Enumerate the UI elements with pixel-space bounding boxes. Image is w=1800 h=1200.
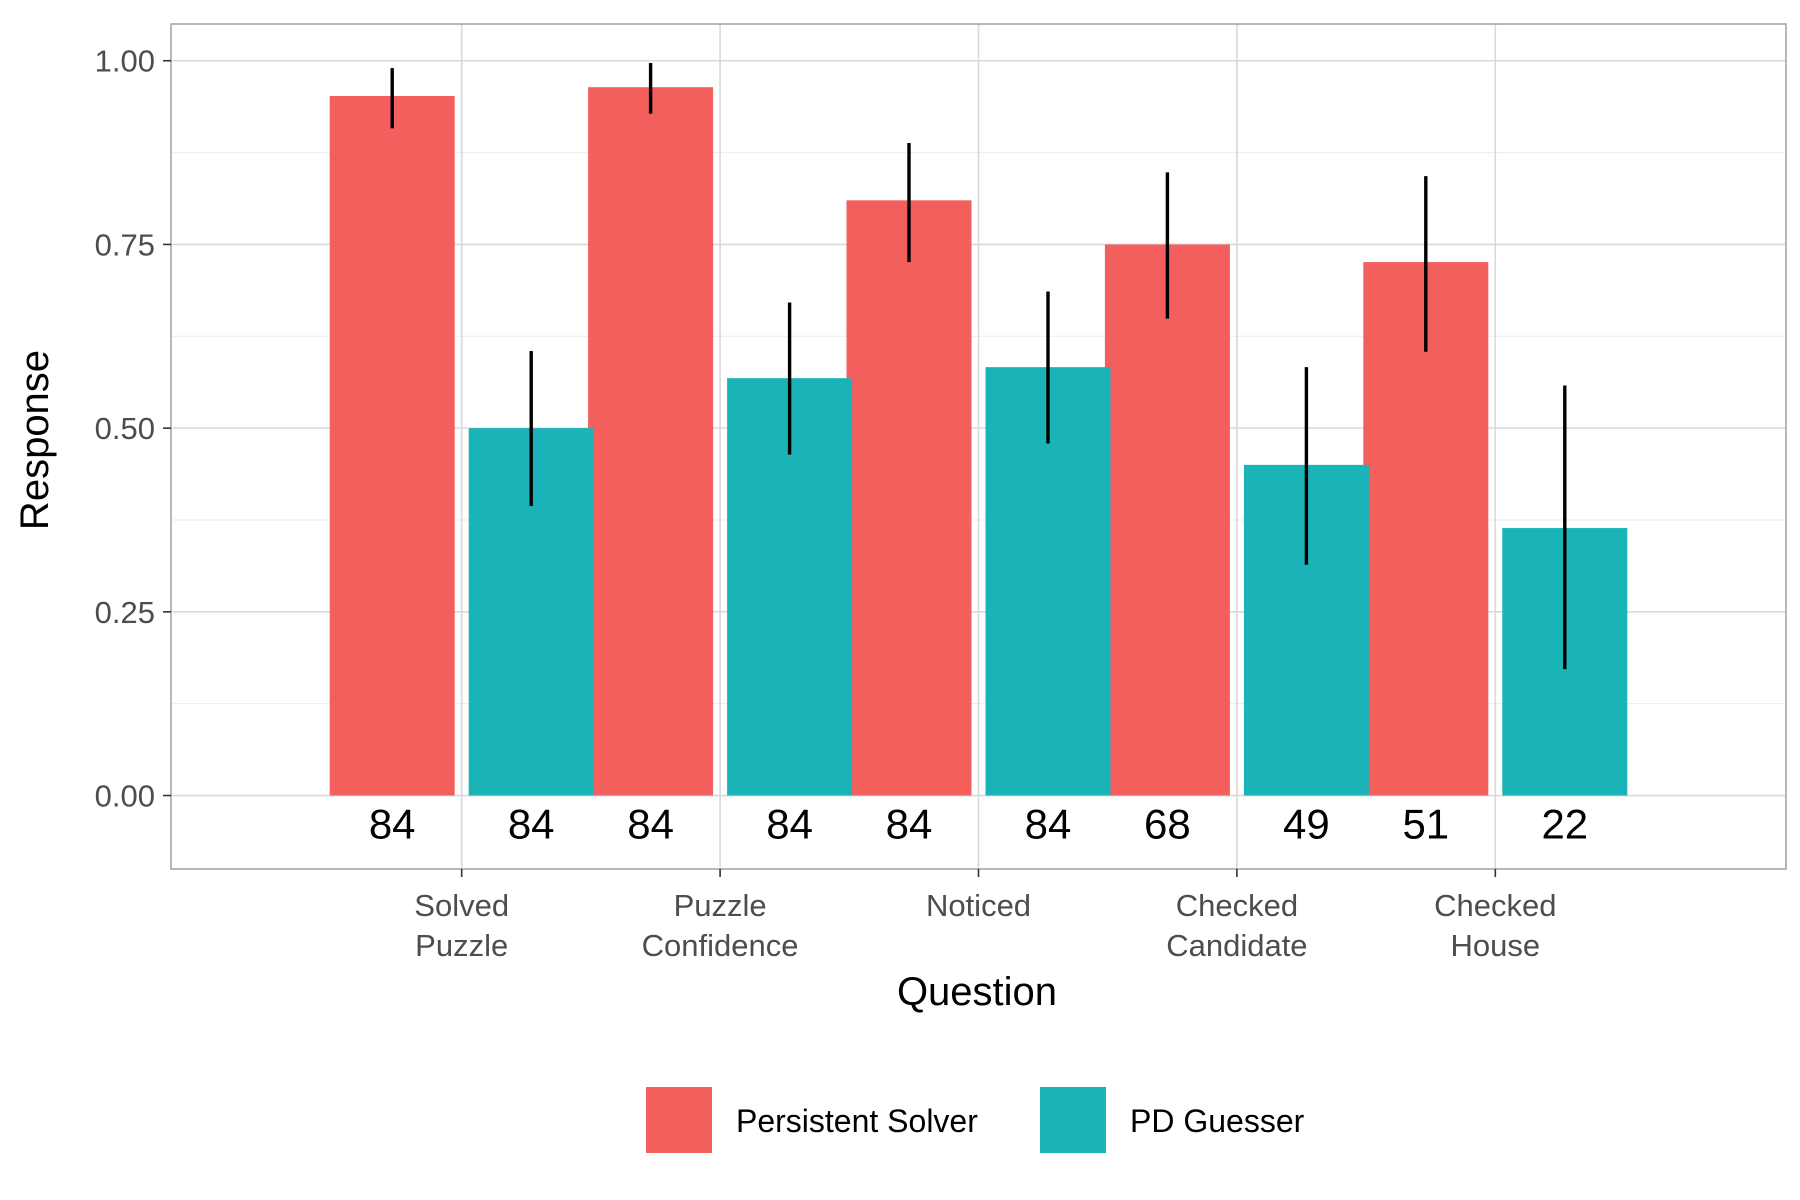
x-tick-label-line: Checked — [1434, 888, 1556, 923]
count-label: 84 — [1025, 801, 1072, 848]
x-tick-label: Checked Candidate — [1166, 888, 1307, 963]
count-label: 84 — [369, 801, 416, 848]
bars — [329, 87, 1628, 796]
count-label: 84 — [627, 801, 674, 848]
y-tick-label: 0.50 — [95, 411, 155, 446]
count-label: 22 — [1541, 801, 1588, 848]
x-tick-label-line: Candidate — [1166, 928, 1307, 963]
count-label: 51 — [1402, 801, 1449, 848]
legend-label: Persistent Solver — [736, 1103, 978, 1139]
count-label: 84 — [508, 801, 555, 848]
x-tick-label: Puzzle Confidence — [642, 888, 799, 963]
x-tick-label: Noticed — [926, 888, 1031, 923]
y-tick-label: 0.75 — [95, 227, 155, 262]
x-tick-label-line: Puzzle — [674, 888, 767, 923]
bar — [588, 87, 714, 796]
count-label: 68 — [1144, 801, 1191, 848]
legend: Persistent Solver PD Guesser — [646, 1087, 1305, 1153]
y-tick-label: 1.00 — [95, 44, 155, 79]
x-tick-label-line: House — [1450, 928, 1540, 963]
count-label: 84 — [766, 801, 813, 848]
bar — [846, 200, 972, 796]
x-axis-title: Question — [897, 970, 1057, 1014]
y-axis-title: Response — [13, 350, 57, 530]
x-tick-label: Checked House — [1434, 888, 1556, 963]
x-tick-label-line: Solved — [414, 888, 509, 923]
x-tick-label-line: Confidence — [642, 928, 799, 963]
y-tick-label: 0.25 — [95, 595, 155, 630]
x-tick-label-line: Checked — [1176, 888, 1298, 923]
bar — [329, 96, 455, 796]
legend-key — [646, 1087, 712, 1153]
error-bars — [390, 62, 1567, 670]
count-label: 84 — [886, 801, 933, 848]
bar — [1104, 244, 1230, 796]
x-axis-ticks: Solved Puzzle Puzzle Confidence Noticed Check… — [414, 869, 1556, 963]
x-tick-label-line: Puzzle — [415, 928, 508, 963]
x-tick-label: Solved Puzzle — [414, 888, 509, 963]
y-axis-ticks: 0.00 0.25 0.50 0.75 1.00 — [95, 44, 171, 814]
count-labels: 84 84 84 68 51 84 84 84 49 22 — [369, 801, 1588, 848]
legend-label: PD Guesser — [1130, 1103, 1305, 1139]
y-tick-label: 0.00 — [95, 779, 155, 814]
count-label: 49 — [1283, 801, 1330, 848]
x-tick-label-line: Noticed — [926, 888, 1031, 923]
legend-key — [1040, 1087, 1106, 1153]
